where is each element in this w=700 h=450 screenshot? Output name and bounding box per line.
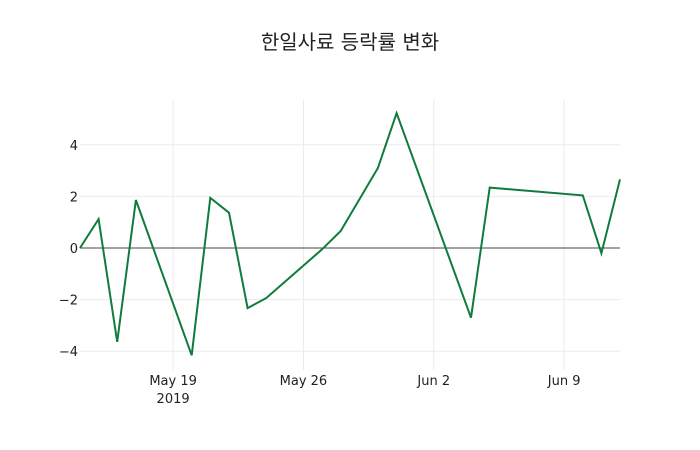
x-tick-label: Jun 9 (547, 374, 581, 389)
x-tick-year-label: 2019 (157, 392, 190, 407)
x-axis: May 19 2019 May 26 Jun 2 Jun 9 (149, 374, 580, 407)
data-series (79, 110, 621, 356)
grid-lines (80, 100, 620, 370)
y-tick-label: −4 (59, 345, 78, 360)
chart-title: 한일사료 등락률 변화 (261, 30, 439, 54)
x-tick-label: May 26 (280, 374, 328, 389)
y-tick-label: 0 (70, 242, 78, 257)
y-tick-label: 4 (70, 139, 78, 154)
series-line (79, 110, 621, 356)
y-tick-label: −2 (59, 294, 78, 309)
y-axis: 4 2 0 −2 −4 (59, 139, 78, 360)
y-tick-label: 2 (70, 190, 78, 205)
x-tick-label: Jun 2 (416, 374, 450, 389)
x-tick-label: May 19 (149, 374, 197, 389)
